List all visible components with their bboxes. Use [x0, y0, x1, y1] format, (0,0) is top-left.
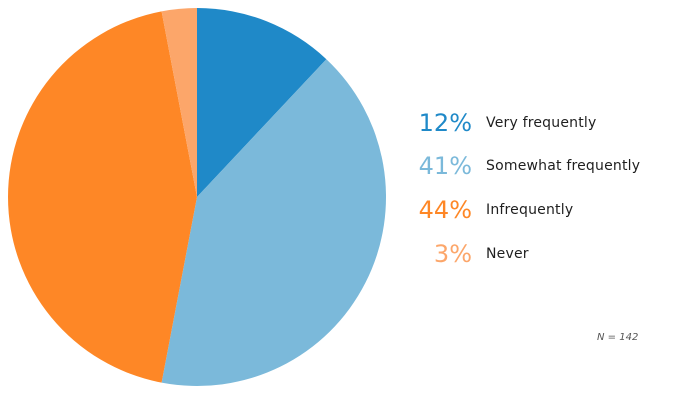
legend-label: Infrequently	[486, 202, 574, 218]
pie-slice-infrequently	[8, 11, 197, 383]
legend-value: 44%	[418, 196, 472, 224]
legend-label: Somewhat frequently	[486, 158, 641, 174]
pie-slices	[8, 8, 387, 386]
legend-item-infrequently: 44% Infrequently	[400, 193, 660, 227]
legend-value: 3%	[433, 240, 472, 268]
legend-label: Never	[486, 246, 529, 262]
pie-slice-very-frequently	[197, 8, 327, 197]
legend-item-somewhat-frequently: 41% Somewhat frequently	[400, 149, 660, 183]
pie-slice-never	[161, 8, 197, 197]
legend-label: Very frequently	[486, 115, 597, 131]
legend-item-never: 3% Never	[400, 237, 660, 271]
sample-size-note: N = 142	[597, 332, 639, 343]
pie-slice-somewhat-frequently	[161, 59, 387, 386]
legend-value: 41%	[418, 152, 472, 180]
legend-item-very-frequently: 12% Very frequently	[400, 106, 660, 140]
legend-value: 12%	[418, 109, 472, 137]
